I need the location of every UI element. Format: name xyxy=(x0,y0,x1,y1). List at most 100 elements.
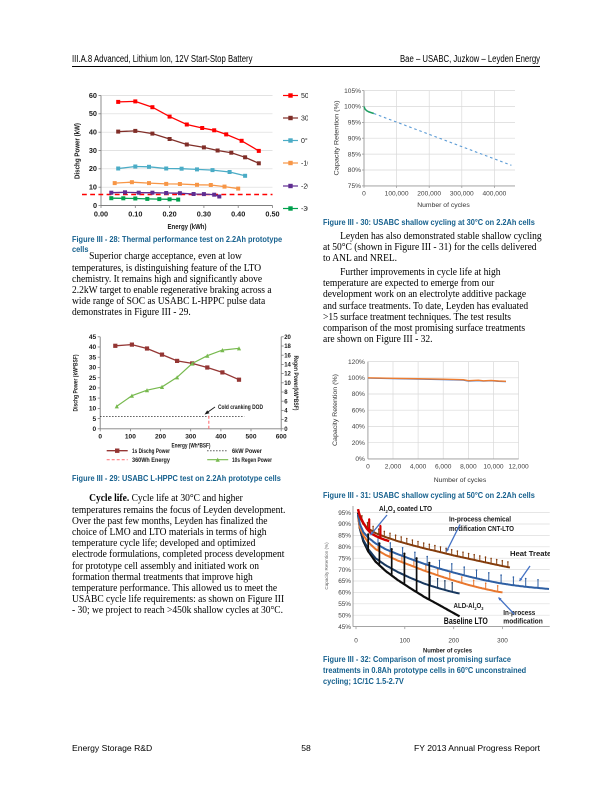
svg-text:300: 300 xyxy=(497,637,508,644)
svg-text:100: 100 xyxy=(125,433,136,440)
svg-text:100%: 100% xyxy=(344,104,361,111)
svg-text:In-process chemical: In-process chemical xyxy=(449,515,511,524)
svg-text:0: 0 xyxy=(93,201,97,210)
svg-text:25: 25 xyxy=(89,375,97,382)
svg-text:360Wh Energy: 360Wh Energy xyxy=(132,457,170,464)
svg-text:30: 30 xyxy=(89,365,97,372)
svg-text:Al2O3 coated LTO: Al2O3 coated LTO xyxy=(379,504,432,514)
svg-text:30: 30 xyxy=(89,146,97,155)
svg-text:Regen Power(kW*BSF): Regen Power(kW*BSF) xyxy=(292,356,299,411)
svg-text:4: 4 xyxy=(284,409,288,415)
svg-text:In-process: In-process xyxy=(503,608,535,617)
svg-text:35: 35 xyxy=(89,354,97,361)
svg-text:200: 200 xyxy=(448,637,459,644)
svg-text:1s Dischg Power: 1s Dischg Power xyxy=(132,448,170,455)
svg-text:70%: 70% xyxy=(338,567,351,574)
svg-text:65%: 65% xyxy=(338,578,351,585)
svg-text:-20: -20 xyxy=(301,184,308,191)
svg-text:50: 50 xyxy=(89,109,97,118)
svg-text:90%: 90% xyxy=(338,521,351,528)
svg-text:0: 0 xyxy=(366,463,370,470)
svg-text:85%: 85% xyxy=(348,151,361,158)
svg-text:12,000: 12,000 xyxy=(509,463,530,470)
svg-text:Baseline LTO: Baseline LTO xyxy=(444,616,488,626)
svg-text:0: 0 xyxy=(93,426,97,433)
svg-text:Capacity Retention (%): Capacity Retention (%) xyxy=(334,101,341,176)
svg-text:20%: 20% xyxy=(352,440,365,447)
svg-text:-30: -30 xyxy=(301,206,308,213)
svg-text:300: 300 xyxy=(185,433,196,440)
svg-text:Number of cycles: Number of cycles xyxy=(423,648,472,655)
svg-text:0.20: 0.20 xyxy=(163,210,177,219)
svg-text:modification CNT-LTO: modification CNT-LTO xyxy=(449,524,514,533)
svg-text:15: 15 xyxy=(89,395,97,402)
svg-text:2: 2 xyxy=(284,418,288,424)
svg-text:0.30: 0.30 xyxy=(197,210,211,219)
svg-text:95%: 95% xyxy=(348,120,361,127)
svg-text:ALD-Al2O3: ALD-Al2O3 xyxy=(454,601,484,611)
svg-text:20: 20 xyxy=(89,385,97,392)
svg-text:0: 0 xyxy=(98,433,102,440)
svg-text:75%: 75% xyxy=(348,183,361,190)
svg-text:0.40: 0.40 xyxy=(231,210,245,219)
svg-text:Number of cycles: Number of cycles xyxy=(417,202,470,209)
svg-text:20: 20 xyxy=(89,164,97,173)
svg-text:5: 5 xyxy=(93,416,97,423)
svg-text:600: 600 xyxy=(276,433,287,440)
svg-text:2,000: 2,000 xyxy=(385,463,402,470)
svg-text:Number of cycles: Number of cycles xyxy=(434,477,487,484)
svg-text:0.00: 0.00 xyxy=(94,210,108,219)
svg-text:55%: 55% xyxy=(338,601,351,608)
svg-text:60: 60 xyxy=(89,91,97,100)
svg-text:Cold cranking DOD: Cold cranking DOD xyxy=(218,404,263,411)
svg-text:16: 16 xyxy=(284,353,291,359)
svg-text:500: 500 xyxy=(245,433,256,440)
svg-text:90%: 90% xyxy=(348,136,361,143)
svg-text:Dischg Power (kW*BSF): Dischg Power (kW*BSF) xyxy=(73,355,80,412)
svg-text:45: 45 xyxy=(89,334,97,341)
svg-text:10,000: 10,000 xyxy=(483,463,504,470)
svg-text:400: 400 xyxy=(215,433,226,440)
svg-text:100,000: 100,000 xyxy=(385,190,409,197)
svg-text:0.10: 0.10 xyxy=(128,210,142,219)
svg-text:4,000: 4,000 xyxy=(410,463,427,470)
svg-text:14: 14 xyxy=(284,363,291,369)
svg-text:0: 0 xyxy=(362,190,366,197)
svg-text:Heat Treated: Heat Treated xyxy=(510,549,550,558)
svg-text:8: 8 xyxy=(284,390,288,396)
svg-text:80%: 80% xyxy=(348,167,361,174)
svg-text:60%: 60% xyxy=(338,590,351,597)
svg-text:-10: -10 xyxy=(301,161,308,168)
svg-text:20: 20 xyxy=(284,335,291,341)
svg-text:Capacity Retention (%): Capacity Retention (%) xyxy=(324,542,329,590)
svg-text:0: 0 xyxy=(284,427,288,433)
svg-text:120%: 120% xyxy=(348,359,365,366)
svg-text:10: 10 xyxy=(89,406,97,413)
svg-text:8,000: 8,000 xyxy=(460,463,477,470)
svg-text:40: 40 xyxy=(89,344,97,351)
svg-text:10: 10 xyxy=(284,381,291,387)
svg-text:0°C: 0°C xyxy=(301,137,308,145)
svg-text:6kW Power: 6kW Power xyxy=(232,448,262,455)
svg-text:85%: 85% xyxy=(338,533,351,540)
svg-text:Energy (kWh): Energy (kWh) xyxy=(168,222,207,231)
svg-text:6,000: 6,000 xyxy=(435,463,452,470)
svg-text:modification: modification xyxy=(503,617,543,626)
svg-text:45%: 45% xyxy=(338,624,351,631)
svg-text:0%: 0% xyxy=(355,456,365,463)
svg-text:80%: 80% xyxy=(352,391,365,398)
svg-text:12: 12 xyxy=(284,372,291,378)
svg-text:10s Regen Power: 10s Regen Power xyxy=(232,457,272,464)
svg-text:Dischg Power (kW): Dischg Power (kW) xyxy=(73,123,82,179)
svg-text:100: 100 xyxy=(399,637,410,644)
svg-text:40%: 40% xyxy=(352,424,365,431)
svg-text:200: 200 xyxy=(155,433,166,440)
svg-text:300,000: 300,000 xyxy=(450,190,474,197)
svg-text:60%: 60% xyxy=(352,408,365,415)
svg-text:0.50: 0.50 xyxy=(265,210,279,219)
svg-text:50°: 50° xyxy=(301,92,308,100)
svg-text:75%: 75% xyxy=(338,555,351,562)
svg-text:95%: 95% xyxy=(338,510,351,517)
svg-text:Energy (Wh*BSF): Energy (Wh*BSF) xyxy=(172,442,211,449)
svg-text:105%: 105% xyxy=(344,88,361,95)
